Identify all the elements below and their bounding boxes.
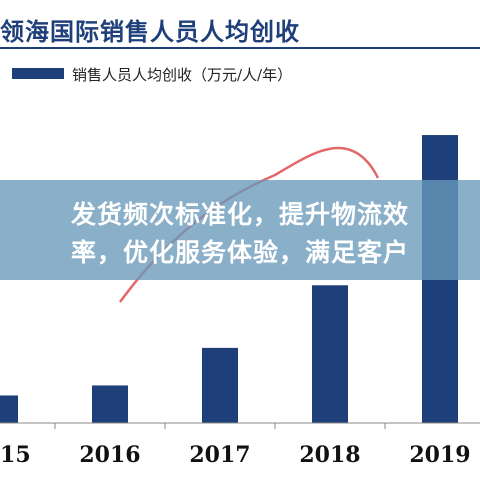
overlay-banner (0, 180, 480, 280)
x-label-2019: 2019 (409, 442, 470, 468)
legend-label: 销售人员人均创收（万元/人/年） (72, 66, 292, 84)
bar-2017 (202, 347, 238, 423)
x-label-2016: 2016 (79, 442, 140, 468)
bar-2018 (312, 285, 348, 423)
x-axis-labels: 2015 2016 2017 2018 2019 (0, 442, 471, 468)
banner-line-2: 率，优化服务体验，满足客户 (70, 238, 409, 267)
title-divider (0, 47, 480, 49)
legend-swatch (12, 68, 64, 79)
banner-line-1: 发货频次标准化，提升物流效 (70, 200, 409, 229)
x-label-2018: 2018 (299, 442, 360, 468)
x-axis-ticks (54, 423, 386, 429)
bar-2015 (0, 395, 18, 423)
x-label-2017: 2017 (189, 442, 250, 468)
chart-title: 领海国际销售人员人均创收 (0, 17, 300, 46)
legend: 销售人员人均创收（万元/人/年） (12, 66, 292, 84)
banner-caption: 发货频次标准化，提升物流效 率，优化服务体验，满足客户 (0, 196, 480, 272)
x-label-2015: 2015 (0, 442, 31, 468)
bar-2016 (92, 385, 128, 423)
